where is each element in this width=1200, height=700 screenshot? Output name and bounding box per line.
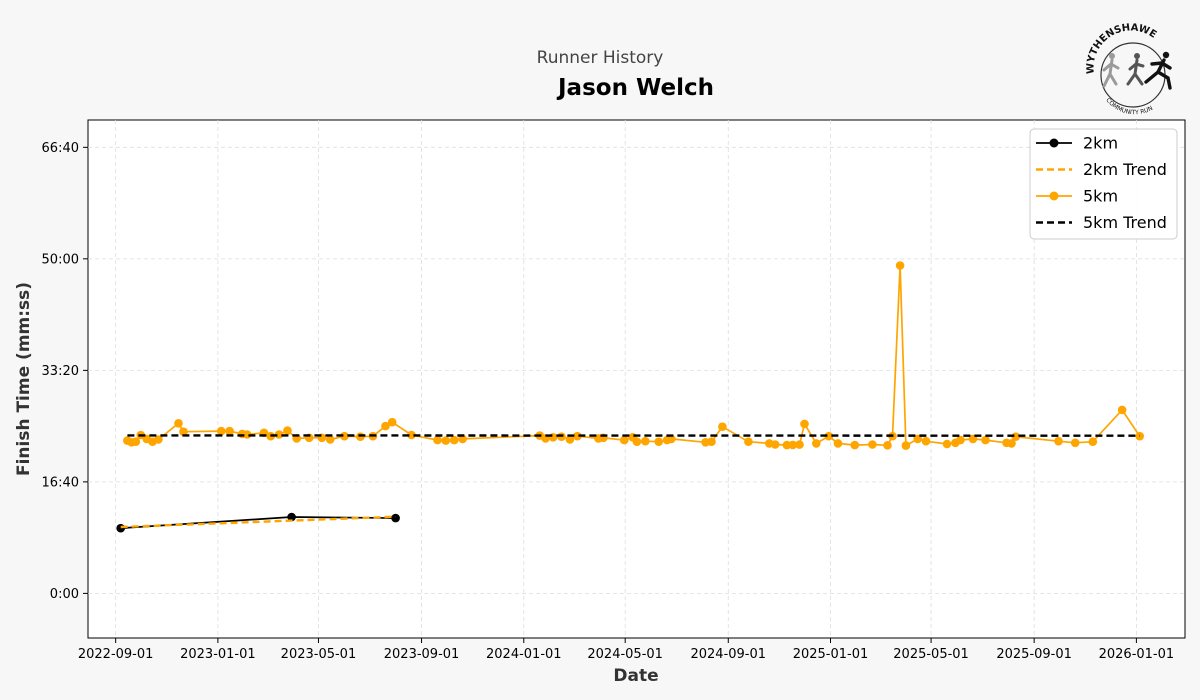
data-point-5km bbox=[225, 426, 234, 436]
data-point-5km bbox=[895, 261, 905, 270]
data-point-5km bbox=[174, 419, 183, 428]
data-point-5km bbox=[458, 434, 467, 444]
data-point-5km bbox=[833, 439, 843, 448]
data-point-5km bbox=[981, 435, 990, 445]
runner-icon-dark bbox=[1144, 51, 1172, 90]
data-point-5km bbox=[1135, 431, 1144, 441]
x-tick-label: 2026-01-01 bbox=[1099, 647, 1175, 662]
data-point-5km bbox=[441, 436, 451, 445]
runner-icon-mid bbox=[1126, 53, 1145, 86]
data-point-5km bbox=[788, 440, 798, 450]
data-point-5km bbox=[340, 431, 349, 441]
data-point-5km bbox=[274, 430, 284, 439]
legend: 2km 2km Trend 5km 5km Trend bbox=[1029, 128, 1178, 240]
data-point-5km bbox=[632, 437, 642, 447]
data-point-5km bbox=[242, 430, 252, 439]
data-point-2km bbox=[391, 513, 400, 523]
y-axis-label: Finish Time (mm:ss) bbox=[14, 282, 34, 476]
data-point-5km bbox=[1007, 439, 1016, 448]
data-point-5km bbox=[901, 441, 911, 450]
data-point-5km bbox=[381, 421, 390, 431]
data-point-5km bbox=[868, 440, 877, 449]
legend-label-5km-trend: 5km Trend bbox=[1083, 213, 1167, 232]
x-tick-label: 2023-09-01 bbox=[384, 647, 460, 662]
plot-area bbox=[87, 119, 1186, 639]
legend-label-2km: 2km bbox=[1083, 134, 1118, 153]
data-point-5km bbox=[433, 435, 442, 445]
data-point-5km bbox=[216, 426, 226, 436]
data-point-5km bbox=[718, 422, 727, 432]
chart-subtitle: Runner History bbox=[537, 48, 664, 68]
data-point-5km bbox=[407, 430, 416, 440]
x-tick-label: 2024-05-01 bbox=[587, 647, 663, 662]
x-tick-label: 2024-09-01 bbox=[690, 647, 766, 662]
runner-icon-light bbox=[1102, 53, 1120, 88]
data-point-5km bbox=[548, 433, 558, 442]
data-point-5km bbox=[800, 419, 809, 429]
data-point-5km bbox=[824, 431, 834, 441]
axes: 2022-09-01 2023-01-01 2023-05-01 2023-09-01… bbox=[42, 141, 1175, 662]
data-point-5km bbox=[654, 437, 663, 447]
x-tick-label: 2024-01-01 bbox=[486, 647, 562, 662]
data-point-5km bbox=[131, 437, 141, 447]
data-point-2km bbox=[287, 512, 296, 522]
data-point-5km bbox=[1088, 437, 1098, 447]
data-point-5km bbox=[770, 440, 780, 449]
x-tick-label: 2022-09-01 bbox=[78, 647, 154, 662]
data-point-5km bbox=[573, 431, 582, 441]
legend-marker-5km bbox=[1049, 191, 1059, 201]
data-point-5km bbox=[641, 436, 650, 446]
data-point-5km bbox=[795, 440, 804, 449]
x-tick-label: 2025-05-01 bbox=[893, 647, 969, 662]
data-point-5km bbox=[850, 440, 860, 450]
data-point-5km bbox=[942, 439, 952, 449]
data-point-5km bbox=[387, 417, 397, 427]
data-point-5km bbox=[812, 439, 821, 448]
data-point-5km bbox=[154, 435, 163, 444]
data-point-5km bbox=[1117, 405, 1127, 415]
data-point-5km bbox=[283, 426, 292, 435]
chart-title: Jason Welch bbox=[556, 75, 714, 101]
data-point-5km bbox=[565, 435, 575, 444]
legend-marker-2km bbox=[1049, 138, 1059, 148]
data-point-5km bbox=[1054, 436, 1063, 446]
y-tick-label: 50:00 bbox=[42, 252, 79, 267]
y-tick-label: 33:20 bbox=[42, 364, 79, 379]
data-point-5km bbox=[449, 435, 459, 445]
logo-graphic: WYTHENSHAWE COMMUNITY RUN bbox=[1085, 22, 1172, 116]
data-point-2km bbox=[116, 523, 125, 533]
data-point-5km bbox=[620, 435, 629, 445]
series-layer bbox=[116, 261, 1144, 533]
data-point-5km bbox=[883, 441, 892, 450]
wythenshawe-logo: WYTHENSHAWE COMMUNITY RUN bbox=[1082, 22, 1180, 120]
data-point-5km bbox=[1070, 438, 1080, 448]
series-line-2km-trend bbox=[120, 515, 396, 529]
x-tick-label: 2023-01-01 bbox=[180, 647, 256, 662]
grid-lines bbox=[88, 120, 1185, 638]
y-tick-label: 0:00 bbox=[50, 587, 79, 602]
data-point-5km bbox=[356, 432, 365, 442]
data-point-5km bbox=[956, 435, 965, 445]
legend-label-2km-trend: 2km Trend bbox=[1083, 160, 1167, 179]
data-point-5km bbox=[179, 427, 188, 437]
data-point-5km bbox=[707, 437, 716, 447]
legend-box bbox=[1029, 128, 1178, 240]
legend-label-5km: 5km bbox=[1083, 187, 1118, 206]
x-tick-label: 2023-05-01 bbox=[281, 647, 357, 662]
x-tick-label: 2025-01-01 bbox=[793, 647, 869, 662]
x-tick-label: 2025-09-01 bbox=[996, 647, 1072, 662]
y-tick-label: 66:40 bbox=[42, 141, 79, 156]
x-axis-label: Date bbox=[613, 666, 658, 686]
data-point-5km bbox=[921, 436, 931, 446]
data-point-5km bbox=[744, 437, 753, 447]
logo-text-top: WYTHENSHAWE bbox=[1085, 22, 1158, 74]
data-point-5km bbox=[325, 435, 335, 444]
y-tick-label: 16:40 bbox=[42, 475, 79, 490]
